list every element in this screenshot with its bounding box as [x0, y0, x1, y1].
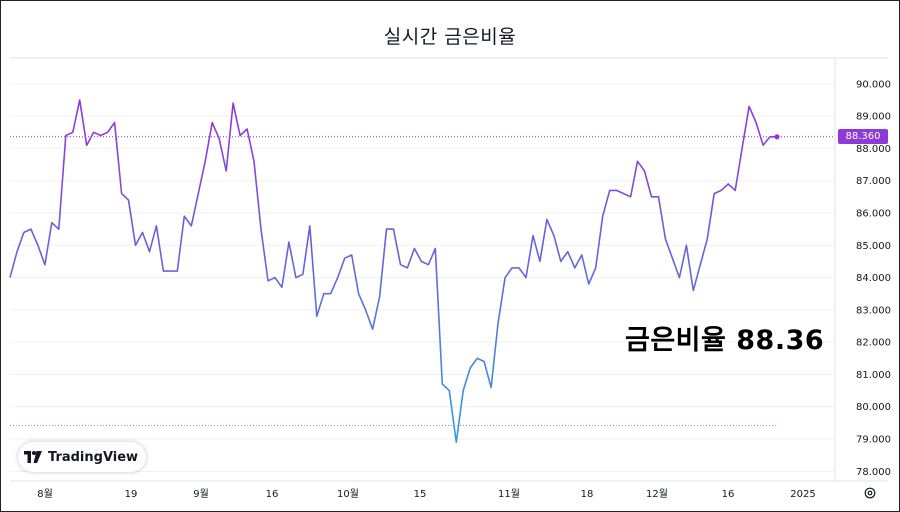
x-tick-label: 8월 — [37, 488, 53, 500]
y-tick-label: 82.000 — [856, 338, 891, 349]
y-axis-ticks: 90.000 89.000 88.000 87.000 86.000 85.000 84.0… — [856, 79, 891, 477]
y-tick-label: 83.000 — [856, 305, 891, 316]
chart-title: 실시간 금은비율 — [383, 26, 517, 48]
x-tick-label: 19 — [125, 489, 138, 500]
ratio-annotation: 금은비율 88.36 — [625, 325, 825, 356]
x-tick-label: 10월 — [337, 488, 359, 500]
logo-text: TradingView — [48, 449, 139, 465]
y-tick-label: 78.000 — [856, 467, 891, 478]
series-line — [9, 99, 777, 444]
current-value-badge: 88.360 — [838, 129, 888, 145]
x-tick-label: 12월 — [646, 488, 668, 500]
x-tick-label: 9월 — [193, 488, 209, 500]
y-tick-label: 89.000 — [856, 112, 891, 123]
y-tick-label: 79.000 — [856, 435, 891, 446]
tradingview-logo[interactable]: TradingView — [18, 442, 147, 472]
y-tick-label: 84.000 — [856, 273, 891, 284]
x-tick-label: 18 — [581, 489, 594, 500]
y-tick-label: 85.000 — [856, 241, 891, 252]
y-tick-label: 86.000 — [856, 208, 891, 219]
x-tick-label: 16 — [722, 489, 735, 500]
x-tick-label: 16 — [266, 489, 279, 500]
y-tick-label: 81.000 — [856, 370, 891, 381]
settings-icon[interactable] — [864, 487, 876, 499]
y-tick-label: 90.000 — [856, 79, 891, 90]
last-point-marker — [774, 134, 780, 140]
y-tick-label: 87.000 — [856, 176, 891, 187]
x-tick-label: 15 — [414, 489, 427, 500]
x-axis-ticks: 8월 19 9월 16 10월 15 11월 18 12월 16 2025 — [37, 488, 816, 500]
tradingview-logo-icon — [24, 451, 42, 463]
y-tick-label: 80.000 — [856, 402, 891, 413]
x-tick-label: 11월 — [498, 488, 520, 500]
x-tick-label: 2025 — [790, 489, 815, 500]
y-tick-label: 88.000 — [856, 144, 891, 155]
grid — [10, 83, 835, 472]
